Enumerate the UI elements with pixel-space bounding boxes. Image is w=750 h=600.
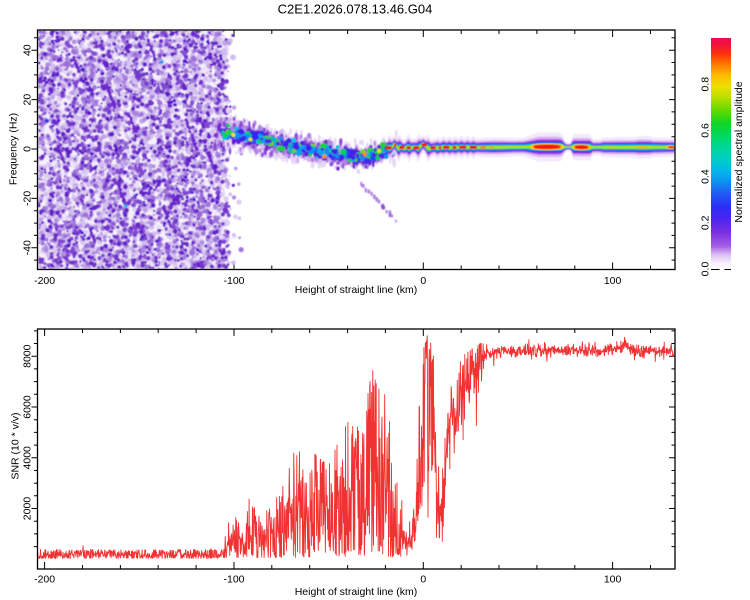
svg-text:8000: 8000 <box>22 344 34 368</box>
svg-text:SNR (10 * v/v): SNR (10 * v/v) <box>10 412 22 479</box>
svg-text:100: 100 <box>604 574 622 586</box>
svg-text:0: 0 <box>420 275 426 287</box>
svg-text:0: 0 <box>22 146 34 152</box>
svg-text:Height of straight line (km): Height of straight line (km) <box>295 586 418 598</box>
svg-text:0.4: 0.4 <box>700 169 712 184</box>
svg-text:0.2: 0.2 <box>700 215 712 230</box>
svg-text:-100: -100 <box>223 275 244 287</box>
svg-text:Frequency (Hz): Frequency (Hz) <box>8 113 20 185</box>
svg-text:0.0: 0.0 <box>700 262 712 277</box>
svg-text:2000: 2000 <box>22 497 34 521</box>
svg-text:0.6: 0.6 <box>700 123 712 138</box>
svg-text:0.8: 0.8 <box>700 77 712 92</box>
svg-text:Normalized spectral amplitude: Normalized spectral amplitude <box>733 81 745 222</box>
svg-text:20: 20 <box>22 94 34 106</box>
svg-text:-40: -40 <box>22 240 34 255</box>
svg-text:-200: -200 <box>34 275 55 287</box>
svg-text:0: 0 <box>420 574 426 586</box>
svg-text:Height of straight line (km): Height of straight line (km) <box>295 284 418 296</box>
svg-text:-200: -200 <box>34 574 55 586</box>
svg-text:100: 100 <box>604 275 622 287</box>
svg-text:4000: 4000 <box>22 446 34 470</box>
svg-text:-20: -20 <box>22 191 34 206</box>
svg-text:6000: 6000 <box>22 395 34 419</box>
svg-text:40: 40 <box>22 44 34 56</box>
svg-text:C2E1.2026.078.13.46.G04: C2E1.2026.078.13.46.G04 <box>278 2 433 17</box>
svg-text:-100: -100 <box>223 574 244 586</box>
